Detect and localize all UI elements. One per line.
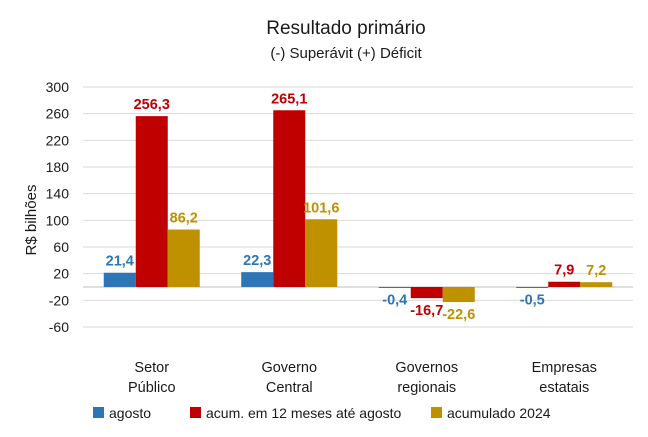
legend-label: acum. em 12 meses até agosto <box>206 405 402 421</box>
data-label: -22,6 <box>442 307 475 323</box>
category-label: Setor <box>134 360 169 376</box>
data-label: 21,4 <box>106 254 134 270</box>
bar <box>273 110 306 288</box>
legend-label: acumulado 2024 <box>447 405 551 421</box>
y-tick-label: 60 <box>53 239 69 255</box>
y-axis-ticks: 300 260 220 180 140 100 60 20 -20 -60 <box>46 79 70 335</box>
data-label: 22,3 <box>243 253 271 269</box>
bar <box>305 219 338 287</box>
data-label: 265,1 <box>271 91 307 107</box>
legend: agosto acum. em 12 meses até agosto acumul… <box>93 405 551 421</box>
category-label: Público <box>128 380 176 396</box>
data-labels: 21,4 256,3 86,2 22,3 265,1 101,6 -0,4-16,7-22,… <box>106 91 607 323</box>
y-tick-label: 140 <box>46 186 70 202</box>
data-label: -0,4 <box>382 292 407 308</box>
bar <box>410 287 443 299</box>
category-label: Empresas <box>532 360 597 376</box>
data-label: 7,2 <box>586 263 606 279</box>
y-tick-label: 220 <box>46 132 70 148</box>
y-axis-label: R$ bilhões <box>23 185 40 256</box>
bar <box>516 287 549 288</box>
bar <box>580 282 613 287</box>
y-tick-label: 100 <box>46 212 70 228</box>
category-label: Governos <box>395 360 458 376</box>
data-label: 7,9 <box>554 263 574 279</box>
data-label: 101,6 <box>303 200 339 216</box>
y-tick-label: 260 <box>46 106 70 122</box>
category-label: Governo <box>261 360 317 376</box>
bar <box>442 287 475 303</box>
bar <box>548 281 581 287</box>
y-tick-label: -20 <box>49 292 69 308</box>
bar <box>241 272 274 287</box>
y-tick-label: 180 <box>46 159 70 175</box>
bar <box>378 287 411 288</box>
data-label: -0,5 <box>520 292 545 308</box>
legend-swatch <box>93 407 104 418</box>
data-label: -16,7 <box>410 303 443 319</box>
data-label: 256,3 <box>134 97 170 113</box>
bar <box>135 116 168 287</box>
y-tick-label: 300 <box>46 79 70 95</box>
category-labels: Setor Público Governo Central Governos region… <box>128 360 597 396</box>
legend-swatch <box>190 407 201 418</box>
legend-swatch <box>431 407 442 418</box>
y-tick-label: 20 <box>53 266 69 282</box>
bars <box>103 110 613 303</box>
bar <box>167 229 200 287</box>
category-label: estatais <box>539 380 589 396</box>
y-tick-label: -60 <box>49 319 69 335</box>
chart-title: Resultado primário <box>266 18 425 39</box>
category-label: regionais <box>397 380 456 396</box>
bar <box>103 272 136 287</box>
chart-subtitle: (-) Superávit (+) Déficit <box>270 45 422 62</box>
category-label: Central <box>266 380 313 396</box>
data-label: 86,2 <box>170 211 198 227</box>
legend-label: agosto <box>109 405 151 421</box>
